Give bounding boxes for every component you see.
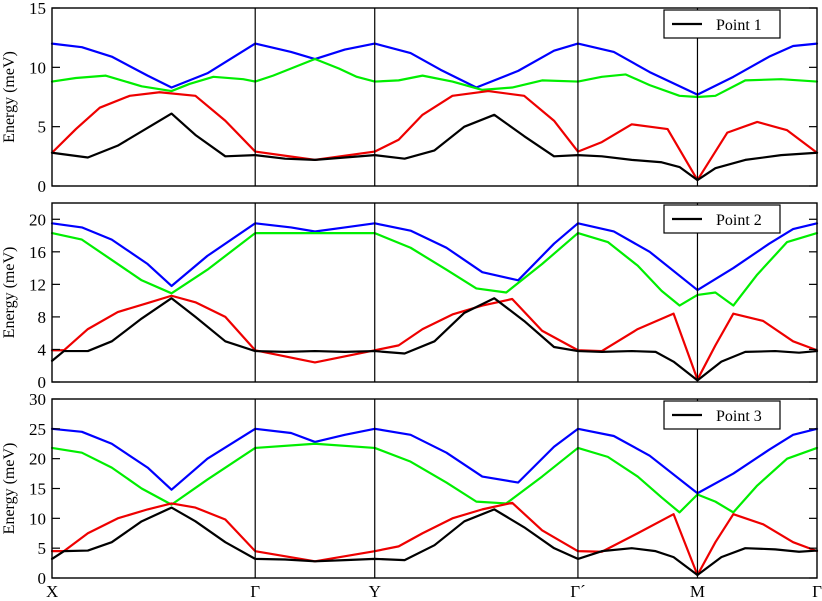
y-tick-label: 5: [38, 118, 47, 137]
legend-label: Point 3: [716, 408, 762, 425]
x-tick-label: Y: [369, 582, 381, 601]
y-tick-label: 20: [29, 210, 46, 229]
y-tick-label: 16: [29, 243, 46, 262]
y-axis-label: Energy (meV): [1, 247, 18, 339]
y-axis-label: Energy (meV): [1, 51, 18, 143]
y-tick-label: 10: [29, 58, 46, 77]
series-line-3: [50, 501, 819, 577]
panel-2: 0 4 8 12 16 20 Energy (meV) Point 2: [1, 202, 819, 392]
y-tick-label: 5: [38, 539, 47, 558]
panel-1: 0 5 10 15 Energy (meV) Point 1: [1, 0, 819, 196]
y-tick-label: 4: [38, 340, 47, 359]
x-tick-label: Γ´: [570, 582, 586, 601]
series-line-4: [50, 506, 819, 577]
y-tick-label: 25: [29, 420, 46, 439]
y-tick-label: 0: [38, 569, 47, 588]
x-tick-label: M: [690, 582, 705, 601]
x-tick-label: X: [46, 582, 58, 601]
y-tick-label: 12: [29, 275, 46, 294]
plot-frame: [51, 202, 818, 383]
y-tick-label: 0: [38, 373, 47, 392]
series-line-1: [50, 427, 819, 495]
y-tick-label: 10: [29, 509, 46, 528]
y-tick-label: 0: [38, 177, 47, 196]
y-tick-label: 20: [29, 450, 46, 469]
series-line-1: [50, 222, 819, 292]
y-tick-label: 15: [29, 0, 46, 18]
y-tick-label: 15: [29, 480, 46, 499]
series-line-2: [50, 442, 819, 514]
series-line-2: [50, 232, 819, 307]
legend-label: Point 1: [716, 17, 762, 34]
series-line-4: [50, 112, 819, 182]
legend-label: Point 2: [716, 212, 762, 229]
x-tick-label: Γ: [812, 582, 822, 601]
series-line-1: [50, 42, 819, 96]
plot-frame: [51, 7, 818, 187]
y-tick-label: 8: [38, 308, 47, 327]
series-line-2: [50, 57, 819, 99]
panel-3: 0 5 10 15 20 25 30 Energy (meV) Point 3 X Γ Y Γ´ M Γ: [1, 390, 822, 601]
series-line-3: [50, 294, 819, 381]
series-line-4: [50, 297, 819, 382]
x-tick-label: Γ: [250, 582, 260, 601]
y-axis-label: Energy (meV): [1, 443, 18, 535]
series-line-3: [50, 89, 819, 182]
y-tick-label: 30: [29, 390, 46, 409]
